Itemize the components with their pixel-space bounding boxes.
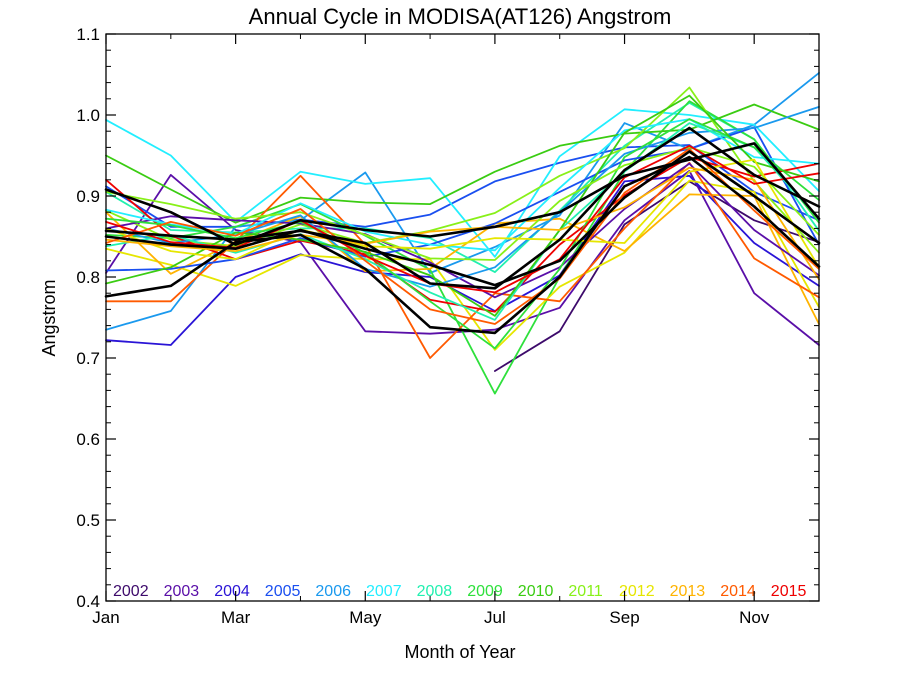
legend-item-2014: 2014 (720, 583, 756, 600)
legend-item-2002: 2002 (113, 583, 149, 600)
legend: 2002 2003 2004 2005 2006 2007 2008 2009 2010 2011… (113, 583, 806, 600)
legend-item-2012: 2012 (619, 583, 655, 600)
legend-item-2006: 2006 (315, 583, 351, 600)
legend-item-2013: 2013 (670, 583, 706, 600)
y-tick-label: 1.1 (76, 25, 100, 44)
series-line-extra-14 (105, 162, 820, 299)
y-tick-label: 0.8 (76, 268, 100, 287)
x-tick-label: May (349, 608, 382, 627)
series-line-2006 (105, 72, 820, 331)
series-line-2011 (105, 86, 820, 254)
series-line-extra-27 (104, 155, 821, 335)
legend-item-2015: 2015 (771, 583, 807, 600)
y-tick-label: 0.6 (76, 430, 100, 449)
series-line-extra-19 (105, 118, 820, 350)
series-line-extra-28 (104, 142, 821, 246)
y-tick-label: 0.4 (76, 592, 100, 611)
legend-item-2009: 2009 (467, 583, 503, 600)
legend-item-2008: 2008 (417, 583, 453, 600)
y-axis-label: Angstrom (39, 279, 59, 356)
plot-frame (105, 33, 820, 602)
x-tick-label: Jul (484, 608, 506, 627)
series-line-2004 (105, 174, 820, 346)
series-line-extra-26 (104, 126, 821, 290)
legend-item-2003: 2003 (164, 583, 200, 600)
axes: 0.4 0.5 0.6 0.7 0.8 0.9 1.0 1.1 Jan Mar May Jul Sep N… (76, 25, 820, 627)
y-tick-label: 0.7 (76, 349, 100, 368)
y-tick-label: 1.0 (76, 106, 100, 125)
legend-item-2005: 2005 (265, 583, 301, 600)
series-layer (104, 72, 821, 395)
series-line-extra-15 (105, 126, 820, 272)
y-tick-label: 0.5 (76, 511, 100, 530)
legend-item-2010: 2010 (518, 583, 554, 600)
y-tick-label: 0.9 (76, 187, 100, 206)
legend-item-2011: 2011 (568, 583, 603, 600)
chart-title: Annual Cycle in MODISA(AT126) Angstrom (249, 4, 672, 29)
series-line-2012 (105, 179, 820, 351)
x-tick-label: Jan (92, 608, 119, 627)
series-line-2007 (105, 108, 820, 258)
x-tick-label: Mar (221, 608, 251, 627)
series-line-extra-29 (104, 150, 821, 287)
legend-item-2007: 2007 (366, 583, 402, 600)
legend-item-2004: 2004 (214, 583, 250, 600)
series-line-extra-21 (105, 146, 820, 261)
x-axis-label: Month of Year (404, 642, 515, 662)
series-line-2002 (494, 180, 820, 372)
x-tick-label: Sep (609, 608, 639, 627)
x-tick-label: Nov (739, 608, 770, 627)
